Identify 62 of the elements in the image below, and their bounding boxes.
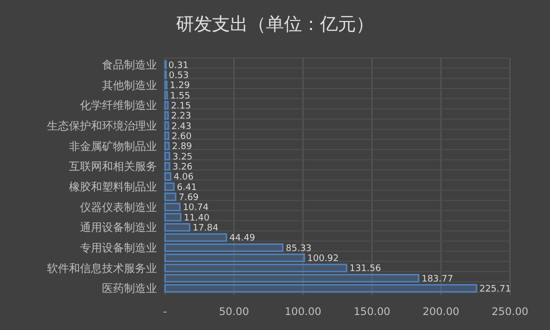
bar: [164, 233, 228, 242]
data-label: 4.06: [174, 172, 194, 183]
bar: [164, 192, 176, 202]
y-tick-label: 医药制造业: [102, 282, 157, 296]
data-label: 85.33: [286, 244, 312, 254]
data-label: 225.71: [479, 284, 511, 295]
bar: [164, 121, 170, 130]
x-tick-label: 150.00: [354, 306, 390, 318]
x-tick-label: 200.00: [422, 306, 460, 318]
data-label: 0.53: [168, 70, 189, 81]
data-label: 2.60: [172, 132, 192, 142]
x-tick-label: -: [163, 306, 168, 318]
data-label: 100.92: [307, 254, 339, 264]
x-tick-label: 100.00: [284, 306, 322, 318]
data-label: 1.55: [170, 91, 190, 102]
bar: [164, 172, 172, 181]
data-label: 2.23: [171, 112, 192, 122]
y-tick-label: 生态保护和环境治理业: [47, 119, 157, 132]
bar: [164, 162, 170, 171]
data-label: 17.84: [192, 224, 219, 234]
bar: [164, 132, 170, 140]
y-tick-label: 仪器仪表制造业: [80, 200, 157, 214]
data-label: 131.56: [350, 264, 382, 274]
x-tick-label: 250.00: [492, 306, 528, 318]
data-label: 3.26: [172, 162, 193, 172]
bar: [164, 202, 181, 212]
bar: [164, 212, 182, 222]
bar: [164, 274, 420, 283]
bar: [164, 182, 175, 191]
x-tick-label: 50.00: [218, 306, 250, 318]
y-tick-label: 食品制造业: [102, 58, 157, 72]
y-tick-label: 橡胶和塑料制品业: [69, 180, 157, 194]
bar: [164, 284, 478, 293]
data-label: 7.69: [178, 192, 199, 203]
data-label: 6.41: [176, 182, 197, 193]
y-tick-label: 化学纤维制造业: [80, 99, 157, 112]
bar: [164, 223, 190, 232]
data-label: 1.29: [170, 81, 190, 92]
y-tick-label: 互联网和相关服务: [69, 160, 157, 174]
data-label: 0.31: [168, 60, 188, 71]
bar: [164, 90, 168, 100]
bar: [164, 111, 169, 120]
bar: [164, 243, 284, 252]
y-tick-label: 专用设备制造业: [80, 242, 157, 255]
bar: [164, 264, 348, 272]
y-tick-label: 其他制造业: [102, 78, 157, 92]
data-label: 183.77: [422, 274, 454, 284]
y-tick-label: 通用设备制造业: [80, 221, 157, 234]
bar: [164, 254, 306, 262]
chart-title: 研发支出（单位：亿元）: [176, 14, 374, 35]
y-tick-label: 非金属矿物制品业: [69, 140, 157, 153]
data-label: 2.43: [171, 122, 192, 132]
data-label: 2.15: [170, 101, 192, 112]
bar: [164, 152, 170, 160]
data-label: 2.89: [172, 142, 192, 152]
y-tick-label: 软件和信息技术服务业: [47, 262, 157, 275]
data-label: 10.74: [182, 203, 209, 214]
data-label: 44.49: [229, 234, 256, 244]
bar: [164, 142, 170, 150]
data-label: 11.40: [184, 213, 210, 224]
bar: [164, 100, 169, 110]
data-label: 3.25: [172, 152, 193, 162]
